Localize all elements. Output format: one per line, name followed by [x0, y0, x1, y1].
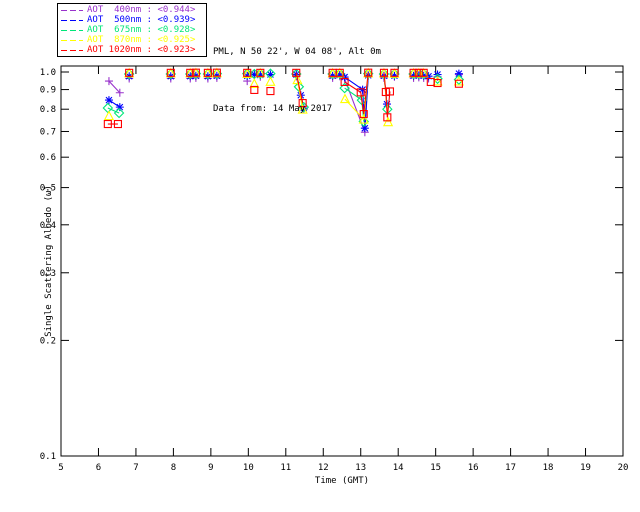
legend-item-value: <0.944>	[157, 5, 196, 15]
legend-item-value: <0.925>	[157, 35, 196, 45]
y-tick-label: 0.5	[40, 184, 56, 194]
legend-item: AOT 675nm : <0.928>	[61, 25, 203, 35]
legend-item-label: AOT 400nm	[87, 5, 142, 15]
legend-box: AOT 400nm : <0.944> AOT 500nm : <0.939> …	[57, 3, 207, 57]
legend-item-label: AOT 870nm	[87, 35, 142, 45]
legend-item: AOT 500nm : <0.939>	[61, 15, 203, 25]
legend-line-sample	[61, 9, 83, 11]
y-tick-label: 0.7	[40, 127, 56, 137]
legend-item-value: <0.923>	[157, 45, 196, 55]
legend-line-sample	[61, 19, 83, 21]
legend-item-value: <0.928>	[157, 25, 196, 35]
x-tick-label: 16	[468, 463, 479, 473]
x-tick-label: 15	[430, 463, 441, 473]
legend-separator: :	[141, 15, 158, 25]
legend-separator: :	[141, 35, 158, 45]
y-tick-label: 0.1	[40, 452, 56, 462]
plot-frame	[60, 65, 624, 457]
y-tick-label: 0.3	[40, 269, 56, 279]
x-tick-label: 9	[208, 463, 213, 473]
legend-item: AOT 400nm : <0.944>	[61, 5, 203, 15]
legend-item-label: AOT 500nm	[87, 15, 142, 25]
legend-separator: :	[141, 5, 158, 15]
y-axis-label: Single Scattering Albedo (ω̃)	[44, 185, 54, 337]
x-tick-label: 13	[355, 463, 366, 473]
x-tick-label: 18	[543, 463, 554, 473]
y-tick-label: 0.6	[40, 153, 56, 163]
x-tick-label: 19	[580, 463, 591, 473]
x-tick-label: 11	[280, 463, 291, 473]
y-tick-label: 1.0	[40, 68, 56, 78]
legend-item: AOT 870nm : <0.925>	[61, 35, 203, 45]
x-tick-label: 7	[133, 463, 138, 473]
series-aot-1020nm	[103, 68, 463, 129]
legend-separator: :	[141, 45, 158, 55]
y-tick-label: 0.4	[40, 221, 56, 231]
x-tick-label: 20	[618, 463, 629, 473]
legend-item-label: AOT 675nm	[87, 25, 142, 35]
legend-line-sample	[61, 39, 83, 41]
y-tick-label: 0.9	[40, 86, 56, 96]
x-tick-label: 5	[58, 463, 63, 473]
x-tick-label: 8	[171, 463, 176, 473]
data-date-line: Data from: 14 May 2017	[213, 104, 333, 114]
x-axis-label: Time (GMT)	[314, 476, 370, 486]
x-tick-label: 17	[505, 463, 516, 473]
y-tick-label: 0.8	[40, 105, 56, 115]
y-tick-label: 0.2	[40, 336, 56, 346]
x-tick-label: 6	[96, 463, 101, 473]
x-tick-label: 10	[243, 463, 254, 473]
x-tick-label: 12	[318, 463, 329, 473]
x-tick-label: 14	[393, 463, 404, 473]
legend-item: AOT 1020nm : <0.923>	[61, 45, 203, 55]
legend-line-sample	[61, 49, 83, 51]
legend-item-value: <0.939>	[157, 15, 196, 25]
station-title: PML, N 50 22', W 04 08', Alt 0m	[213, 47, 381, 57]
legend-line-sample	[61, 29, 83, 31]
legend-separator: :	[141, 25, 158, 35]
header-block: PML, N 50 22', W 04 08', Alt 0m Data fro…	[213, 5, 381, 157]
legend-item-label: AOT 1020nm	[87, 45, 142, 55]
